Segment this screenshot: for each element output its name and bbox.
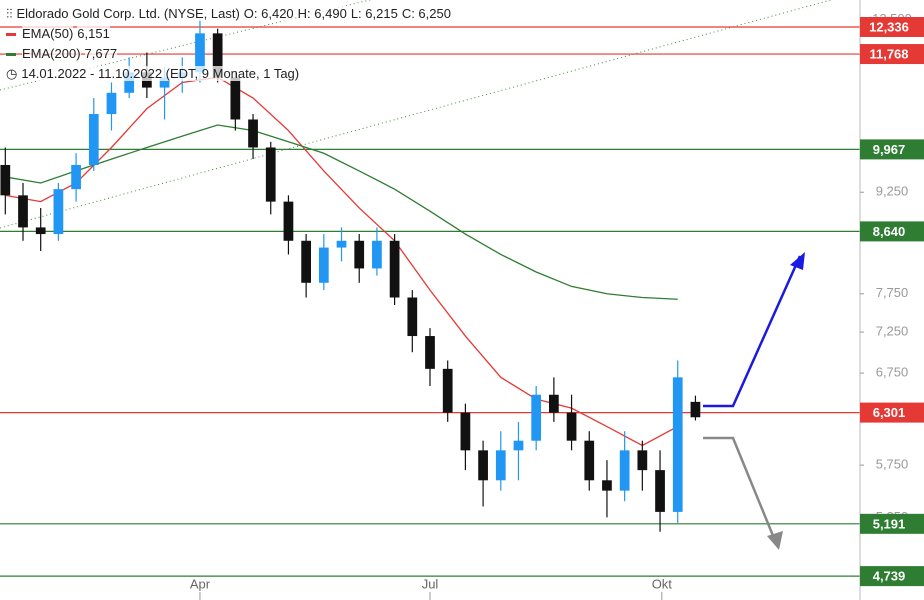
- legend-ema50: EMA(50) 6,151: [6, 24, 455, 44]
- candle-body: [195, 33, 205, 73]
- close: C: 6,250: [401, 6, 451, 21]
- period: ◷ 14.01.2022 - 11.10.2022 (EDT, 9 Monate,…: [6, 64, 455, 84]
- candle-body: [655, 470, 665, 512]
- level-label-box: [860, 566, 924, 587]
- y-tick-label: 7,750: [876, 285, 909, 300]
- trend-channel-lower: [0, 0, 833, 229]
- candle-body: [106, 92, 117, 115]
- x-tick-label: Jul: [422, 576, 439, 591]
- level-label-box: [860, 139, 924, 160]
- arrow-head-down: [767, 531, 783, 550]
- level-label: 6,301: [873, 405, 906, 420]
- arrow-up: [703, 255, 802, 408]
- quote-line: ⫶⫶ Eldorado Gold Corp. Ltd. (NYSE, Last) O…: [6, 4, 455, 24]
- low: L: 6,215: [350, 6, 398, 21]
- legend-label: EMA(50): [22, 26, 74, 41]
- level-label: 8,640: [873, 224, 906, 239]
- candle-body: [124, 72, 135, 93]
- level-label-box: [860, 44, 924, 65]
- arrow-down: [703, 436, 778, 544]
- x-tick-label: Okt: [652, 576, 673, 591]
- candle-body: [513, 440, 524, 451]
- candle-body: [584, 440, 595, 481]
- arrow-head-up: [790, 252, 805, 270]
- legend-ema200: EMA(200) 7,677: [6, 44, 455, 64]
- x-tick-label: Apr: [190, 576, 211, 591]
- candle-body: [690, 401, 701, 418]
- candle-body: [283, 201, 294, 241]
- candle-body: [478, 450, 488, 481]
- candle-body: [212, 33, 223, 78]
- legend-value: 7,677: [84, 46, 118, 61]
- candle-body: [159, 77, 170, 88]
- candle-body: [336, 240, 347, 248]
- candle-body: [301, 240, 311, 283]
- candle-body: [425, 336, 435, 369]
- instrument: Eldorado Gold Corp. Ltd. (NYSE, Last): [16, 6, 240, 21]
- level-label-box: [860, 402, 924, 423]
- candle-body: [230, 77, 241, 120]
- level-label-box: [860, 221, 924, 242]
- candle-body: [566, 412, 577, 441]
- candle-body: [18, 195, 28, 228]
- y-tick-label: 9,250: [876, 184, 909, 199]
- header: ⫶⫶ Eldorado Gold Corp. Ltd. (NYSE, Last) O…: [6, 4, 455, 84]
- level-label-box: [860, 513, 924, 534]
- candle-body: [549, 394, 559, 413]
- candle-body: [0, 164, 11, 196]
- ema-line: [5, 124, 678, 300]
- high: H: 6,490: [297, 6, 347, 21]
- y-tick-label: 6,750: [876, 365, 909, 380]
- candle-body: [265, 147, 276, 202]
- candle-body: [53, 189, 64, 235]
- level-label: 9,967: [873, 142, 906, 157]
- level-label: 5,191: [873, 516, 906, 531]
- legend-value: 6,151: [77, 26, 110, 41]
- candle-body: [248, 119, 258, 148]
- candle-body: [71, 164, 81, 190]
- y-tick-label: 5,750: [876, 457, 909, 472]
- clock-icon: ◷: [6, 66, 18, 81]
- candle-body: [619, 450, 630, 491]
- ema-line: [5, 76, 679, 447]
- candle-body: [407, 297, 418, 337]
- candle-body: [35, 227, 46, 235]
- legend-label: EMA(200): [22, 46, 81, 61]
- candle-body: [372, 240, 382, 269]
- icon: ⫶⫶: [6, 6, 13, 21]
- candle-body: [318, 247, 329, 283]
- candle-body: [354, 240, 365, 269]
- level-label: 12,336: [869, 19, 909, 34]
- candle-body: [460, 412, 471, 451]
- candle-body: [672, 377, 683, 512]
- period-text: 14.01.2022 - 11.10.2022 (EDT, 9 Monate, …: [21, 66, 300, 81]
- candle-body: [602, 480, 612, 491]
- candle-body: [442, 368, 453, 413]
- level-label-box: [860, 16, 924, 37]
- candle-body: [637, 450, 648, 471]
- y-tick-label: 7,250: [876, 324, 909, 339]
- candle-body: [88, 114, 99, 165]
- level-label: 11,768: [869, 46, 908, 61]
- open: O: 6,420: [243, 6, 294, 21]
- candle-body: [531, 394, 542, 441]
- level-label: 4,739: [873, 569, 906, 584]
- candle-body: [495, 450, 506, 481]
- candle-body: [389, 240, 400, 298]
